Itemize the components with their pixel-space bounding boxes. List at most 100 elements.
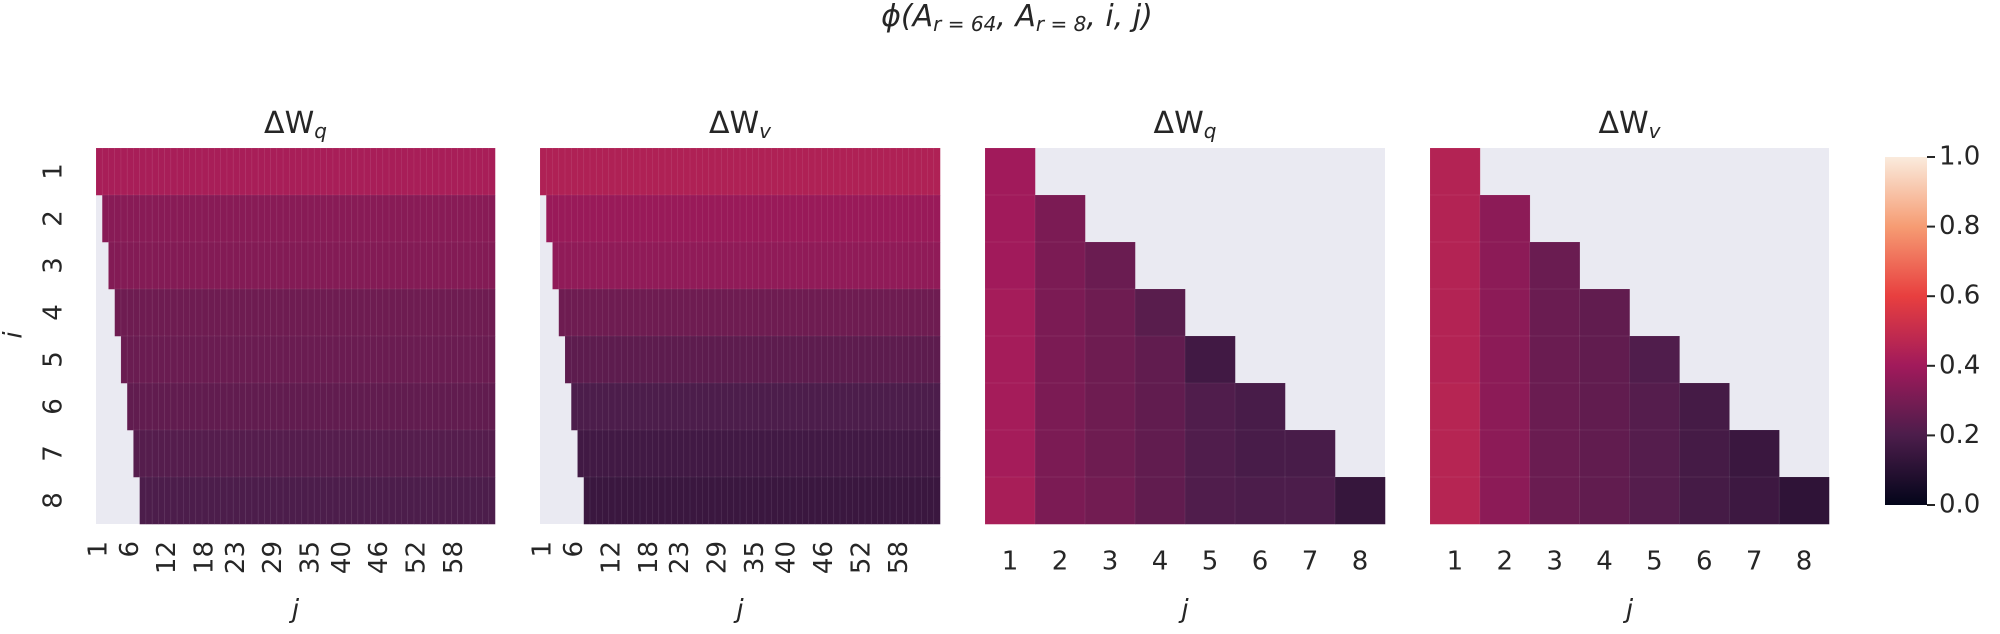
heatmap-cell	[270, 476, 278, 525]
heatmap-cell	[577, 147, 585, 196]
heatmap-cell	[1034, 429, 1086, 478]
heatmap-cell	[864, 147, 872, 196]
heatmap-cell	[664, 335, 672, 384]
heatmap-cell	[570, 194, 579, 243]
heatmap-cell	[695, 476, 704, 525]
heatmap-cell	[151, 241, 159, 290]
heatmap-cell	[245, 194, 253, 243]
heatmap-cell	[627, 288, 635, 337]
heatmap-cell	[270, 382, 278, 431]
heatmap-cell	[570, 241, 579, 290]
heatmap-cell	[695, 147, 704, 196]
title-part: ΔW	[1598, 106, 1648, 141]
heatmap-cell	[232, 241, 240, 290]
heatmap-cell	[914, 147, 922, 196]
heatmap-cell	[158, 382, 166, 431]
heatmap-cell	[432, 335, 440, 384]
heatmap-cell	[708, 288, 716, 337]
heatmap-cell	[602, 147, 610, 196]
heatmap-cell	[670, 147, 679, 196]
heatmap-cell	[301, 429, 309, 478]
heatmap-cell	[708, 429, 716, 478]
heatmap-cell	[1728, 429, 1780, 478]
heatmap-cell	[114, 194, 122, 243]
heatmap-cell	[639, 241, 647, 290]
heatmap-cell	[232, 194, 240, 243]
heatmap-cell	[251, 429, 259, 478]
heatmap-cell	[633, 429, 641, 478]
heatmap-cell	[764, 147, 772, 196]
heatmap-cell	[902, 147, 910, 196]
heatmap-cell	[689, 335, 697, 384]
heatmap-cell	[469, 335, 477, 384]
heatmap-cell	[407, 382, 415, 431]
heatmap-cell	[276, 241, 284, 290]
heatmap-cell	[1479, 288, 1531, 337]
heatmap-cell	[351, 476, 359, 525]
heatmap-cell	[577, 429, 585, 478]
heatmap-cell	[126, 382, 135, 431]
heatmap-cell	[139, 288, 147, 337]
heatmap-cell	[652, 241, 660, 290]
heatmap-cell	[702, 382, 710, 431]
heatmap-cell	[764, 476, 772, 525]
heatmap-cell	[164, 241, 172, 290]
heatmap-cell	[370, 335, 378, 384]
heatmap-cell	[370, 382, 378, 431]
heatmap-cell	[758, 194, 766, 243]
heatmap-cell	[620, 147, 629, 196]
heatmap-cell	[307, 429, 315, 478]
heatmap-cell	[1234, 382, 1286, 431]
heatmap-cell	[444, 476, 452, 525]
heatmap-cell	[889, 429, 897, 478]
heatmap-cell	[301, 241, 309, 290]
heatmap-cell	[914, 382, 922, 431]
heatmap-cell	[457, 147, 465, 196]
heatmap-cell	[245, 288, 253, 337]
heatmap-cell	[207, 241, 216, 290]
heatmap-cell	[370, 241, 378, 290]
heatmap-cell	[902, 382, 910, 431]
heatmap-cell	[889, 476, 897, 525]
heatmap-cell	[345, 476, 353, 525]
heatmap-cell	[164, 288, 172, 337]
heatmap-cell	[602, 476, 610, 525]
x-tick-label: 5	[1202, 547, 1219, 577]
heatmap-cell	[670, 194, 679, 243]
heatmap-cell	[558, 241, 566, 290]
x-tick-label: 29	[258, 541, 288, 574]
heatmap-cell	[733, 335, 741, 384]
heatmap-cell	[889, 194, 897, 243]
heatmap-cell	[695, 288, 704, 337]
y-tick-label: 4	[39, 304, 69, 321]
x-tick-label: 23	[221, 541, 251, 574]
heatmap-cell	[214, 241, 222, 290]
heatmap-cell	[182, 335, 191, 384]
y-tick-label: 6	[39, 398, 69, 415]
heatmap-cell	[401, 288, 409, 337]
heatmap-cell	[301, 288, 309, 337]
heatmap-cell	[770, 476, 779, 525]
heatmap-cell	[652, 335, 660, 384]
heatmap-cell	[482, 382, 490, 431]
heatmap-cell	[320, 194, 328, 243]
heatmap-cell	[895, 241, 904, 290]
heatmap-cell	[382, 429, 390, 478]
heatmap-cell	[858, 147, 866, 196]
heatmap-cell	[207, 335, 216, 384]
heatmap-cell	[332, 476, 340, 525]
heatmap-cell	[133, 241, 141, 290]
heatmap-cell	[570, 335, 579, 384]
heatmap-cell	[282, 288, 290, 337]
heatmap-cell	[426, 382, 434, 431]
y-tick-label: 2	[39, 210, 69, 227]
heatmap-cell	[195, 476, 203, 525]
heatmap-cell	[845, 241, 854, 290]
heatmap-cell	[783, 382, 791, 431]
heatmap-cell	[608, 429, 616, 478]
heatmap-cell	[795, 429, 804, 478]
heatmap-cell	[714, 147, 722, 196]
heatmap-cell	[877, 194, 885, 243]
heatmap-cell	[670, 335, 679, 384]
heatmap-cell	[394, 335, 403, 384]
